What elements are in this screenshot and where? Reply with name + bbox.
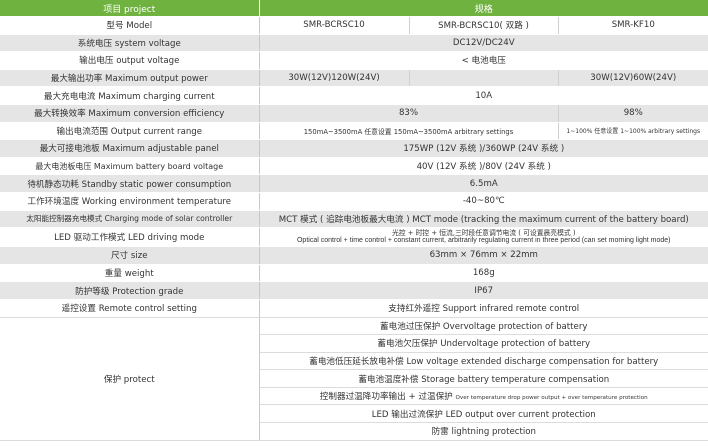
row-label: 最大输出功率 Maximum output power — [0, 69, 260, 88]
row-system-voltage: 系统电压 system voltage DC12V/DC24V — [0, 34, 708, 53]
header-spec: 规格 — [258, 0, 708, 17]
protect-item: 蓄电池欠压保护 Undervoltage protection of batte… — [259, 334, 708, 353]
row-value: < 电池电压 — [259, 51, 708, 70]
row-size: 尺寸 size 63mm × 76mm × 22mm — [0, 246, 708, 265]
row-temperature: 工作环境温度 Working environment temperature -… — [0, 192, 708, 211]
row-standby: 待机静态功耗 Standby static power consumption … — [0, 174, 708, 193]
protect-row: 蓄电池低压延长放电补偿 Low voltage extended dischar… — [0, 352, 708, 371]
row-max-panel: 最大可接电池板 Maximum adjustable panel 175WP (… — [0, 139, 708, 158]
value-c: 30W(12V)60W(24V) — [557, 69, 708, 88]
value-c: 1~100% 任意设置 1~100% arbitrary settings — [557, 122, 708, 141]
row-value: 63mm × 76mm × 22mm — [259, 246, 708, 265]
row-protection-grade: 防护等级 Protection grade IP67 — [0, 281, 708, 300]
header-row: 项目 project 规格 — [0, 0, 708, 17]
row-value: -40~80℃ — [259, 192, 708, 211]
row-charging-mode: 太阳能控制器充电模式 Charging mode of solar contro… — [0, 210, 708, 229]
row-label: 最大电池板电压 Maximum battery board voltage — [0, 157, 260, 176]
value-c: 98% — [557, 104, 708, 123]
row-value: 支持红外遥控 Support infrared remote control — [259, 299, 708, 318]
row-label: 最大可接电池板 Maximum adjustable panel — [0, 139, 260, 158]
protect-item: 防雷 lightning protection — [259, 422, 708, 441]
protect-label: 保护 protect — [0, 317, 260, 441]
row-panel-voltage: 最大电池板电压 Maximum battery board voltage 40… — [0, 157, 708, 176]
row-value: IP67 — [259, 281, 708, 300]
row-label: 重量 weight — [0, 264, 260, 283]
row-label: 输出电流范围 Output current range — [0, 122, 260, 141]
row-model: 型号 Model SMR-BCRSC10 SMR-BCRSC10( 双路 ) S… — [0, 16, 708, 35]
row-remote-control: 遥控设置 Remote control setting 支持红外遥控 Suppo… — [0, 299, 708, 318]
protect-item-en: Over temperature drop power output + ove… — [455, 395, 648, 402]
row-label: 防护等级 Protection grade — [0, 281, 260, 300]
protect-item: 蓄电池过压保护 Overvoltage protection of batter… — [259, 317, 708, 336]
value-cn: 光控 + 时控 + 恒流,三时段任意调节电流 ( 可设置晨亮模式 ) — [391, 228, 576, 237]
row-label: 输出电压 output voltage — [0, 51, 260, 70]
protect-row: LED 输出过流保护 LED output over current prote… — [0, 404, 708, 424]
row-weight: 重量 weight 168g — [0, 264, 708, 283]
row-value: 40V (12V 系统 )/80V (24V 系统 ) — [259, 157, 708, 176]
row-value: 168g — [259, 264, 708, 283]
row-value: 10A — [259, 86, 708, 105]
protect-row: 控制器过温降功率输出 + 过温保护 Over temperature drop … — [0, 387, 708, 406]
row-label: 遥控设置 Remote control setting — [0, 299, 260, 318]
row-value: 175WP (12V 系统 )/360WP (24V 系统 ) — [259, 139, 708, 158]
protect-item: 蓄电池低压延长放电补偿 Low voltage extended dischar… — [259, 352, 708, 371]
header-item: 项目 project — [0, 0, 259, 17]
row-value: MCT 模式 ( 追踪电池板最大电流 ) MCT mode (tracking … — [259, 210, 708, 229]
row-label: 最大充电电流 Maximum charging current — [0, 86, 260, 105]
row-label: 太阳能控制器充电模式 Charging mode of solar contro… — [0, 210, 260, 229]
row-label: LED 驱动工作模式 LED driving mode — [0, 227, 260, 248]
protect-item-cn: 控制器过温降功率输出 + 过温保护 — [319, 392, 453, 403]
model-2: SMR-BCRSC10( 双路 ) — [408, 16, 558, 35]
row-value: 光控 + 时控 + 恒流,三时段任意调节电流 ( 可设置晨亮模式 ) Optica… — [259, 227, 708, 248]
row-label: 最大转换效率 Maximum conversion efficiency — [0, 104, 260, 123]
row-current-range: 输出电流范围 Output current range 150mA~3500mA… — [0, 122, 708, 141]
protect-row: 蓄电池欠压保护 Undervoltage protection of batte… — [0, 334, 708, 353]
row-label: 待机静态功耗 Standby static power consumption — [0, 174, 260, 193]
value-a: 30W(12V)120W(24V) — [259, 69, 409, 88]
protect-item: LED 输出过流保护 LED output over current prote… — [259, 404, 708, 424]
protect-row: 保护 protect 蓄电池过压保护 Overvoltage protectio… — [0, 317, 708, 441]
protect-item: 蓄电池温度补偿 Storage battery temperature comp… — [259, 369, 708, 388]
value-b — [408, 69, 558, 88]
row-output-voltage: 输出电压 output voltage < 电池电压 — [0, 51, 708, 70]
row-value: 6.5mA — [259, 174, 708, 193]
value-ab: 83% — [259, 104, 558, 123]
row-charging-current: 最大充电电流 Maximum charging current 10A — [0, 86, 708, 105]
protect-row: 蓄电池温度补偿 Storage battery temperature comp… — [0, 369, 708, 388]
value-en: Optical control + time control + constan… — [296, 237, 671, 245]
value-ab: 150mA~3500mA 任意设置 150mA~3500mA arbitrary… — [259, 122, 558, 141]
model-1: SMR-BCRSC10 — [259, 16, 409, 35]
row-label: 工作环境温度 Working environment temperature — [0, 192, 260, 211]
protect-item: 控制器过温降功率输出 + 过温保护 Over temperature drop … — [259, 387, 708, 406]
row-label: 系统电压 system voltage — [0, 34, 260, 53]
row-label: 型号 Model — [0, 16, 260, 35]
row-value: DC12V/DC24V — [259, 34, 708, 53]
row-output-power: 最大输出功率 Maximum output power 30W(12V)120W… — [0, 69, 708, 88]
row-label: 尺寸 size — [0, 246, 260, 265]
row-led-mode: LED 驱动工作模式 LED driving mode 光控 + 时控 + 恒流… — [0, 227, 708, 248]
protect-row: 防雷 lightning protection — [0, 422, 708, 441]
model-3: SMR-KF10 — [557, 16, 708, 35]
row-efficiency: 最大转换效率 Maximum conversion efficiency 83%… — [0, 104, 708, 123]
